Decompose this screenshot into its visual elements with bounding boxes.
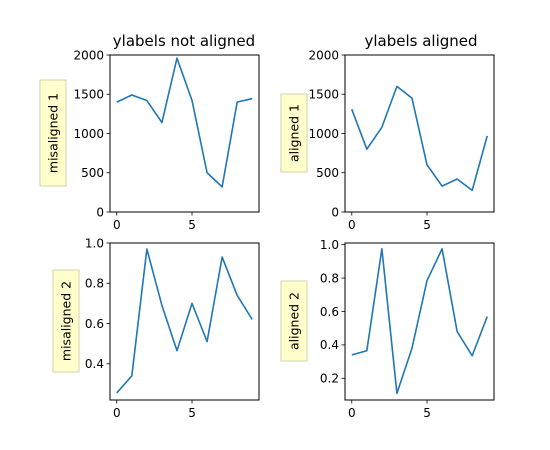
y-tick-label: 0.4 <box>85 357 104 371</box>
y-axis-label: aligned 2 <box>287 292 302 350</box>
axes-frame <box>109 242 260 401</box>
subplot-top-left: ylabels not aligned misaligned 1 0 5 0 500 1… <box>39 32 260 232</box>
y-tick-label: 1500 <box>308 88 339 102</box>
subplot-top-right: ylabels aligned aligned 1 0 5050010001500… <box>280 32 495 232</box>
ylabel-box-background <box>280 93 308 173</box>
x-tick-label: 5 <box>423 218 431 232</box>
y-tick-label: 500 <box>316 166 339 180</box>
plot-area: 0 5 0 500 1000 1500 2000 <box>308 48 489 232</box>
ylabel-box-background <box>52 269 80 373</box>
x-tick-label: 5 <box>188 218 196 232</box>
subplot-bottom-right: aligned 2 0 5 0.2 0.4 0.6 0.8 1.0 <box>280 238 495 420</box>
axes-frame <box>109 54 260 213</box>
y-tick-label: 1500 <box>73 88 104 102</box>
y-axis-label: aligned 1 <box>287 104 302 162</box>
y-tick-label: 1.0 <box>85 236 104 250</box>
ylabel-box-background <box>280 280 308 362</box>
series-line <box>116 57 253 188</box>
plot-area: 0 5 0.2 0.4 0.6 0.8 1.0 <box>320 238 488 420</box>
y-tick-label: 0.6 <box>85 317 104 331</box>
subplot-title: ylabels not aligned <box>113 32 255 50</box>
y-tick-label: 2000 <box>73 48 104 62</box>
series-line <box>351 85 489 192</box>
series-line <box>351 248 488 395</box>
y-tick-label: 0.8 <box>85 277 104 291</box>
ylabel-box: aligned 1 <box>280 93 308 173</box>
axes-frame <box>344 242 495 401</box>
y-tick-label: 500 <box>81 166 104 180</box>
y-tick-label: 0 <box>331 205 339 219</box>
ylabel-box: aligned 2 <box>280 280 308 362</box>
y-tick-label: 0.8 <box>320 271 339 285</box>
y-tick-label: 1000 <box>73 127 104 141</box>
series-line <box>116 248 253 394</box>
y-tick-label: 1000 <box>308 127 339 141</box>
y-tick-label: 2000 <box>308 48 339 62</box>
x-tick-label: 5 <box>423 406 431 420</box>
ylabel-box: misaligned 1 <box>39 79 67 187</box>
y-tick-label: 1.0 <box>320 238 339 252</box>
plot-area: 0 5 0.4 0.6 0.8 1.0 <box>85 236 253 420</box>
x-tick-label: 5 <box>188 406 196 420</box>
plot-area: 0 5 0 500 1000 1500 2000 <box>73 48 253 232</box>
x-tick-label: 0 <box>113 218 121 232</box>
y-tick-label: 0 <box>96 205 104 219</box>
x-tick-label: 0 <box>348 218 356 232</box>
y-tick-label: 0.2 <box>320 372 339 386</box>
y-tick-label: 0.4 <box>320 338 339 352</box>
y-tick-label: 0.6 <box>320 305 339 319</box>
axes-frame <box>344 54 495 213</box>
ylabel-box: misaligned 2 <box>52 269 80 373</box>
y-axis-label: misaligned 2 <box>59 281 74 361</box>
x-tick-label: 0 <box>113 406 121 420</box>
subplot-title: ylabels aligned <box>364 32 477 50</box>
x-tick-label: 0 <box>348 406 356 420</box>
y-axis-label: misaligned 1 <box>46 93 61 173</box>
ylabel-box-background <box>39 79 67 187</box>
subplot-bottom-left: misaligned 2 0 5 0.4 0.6 0.8 1.0 <box>52 236 260 420</box>
